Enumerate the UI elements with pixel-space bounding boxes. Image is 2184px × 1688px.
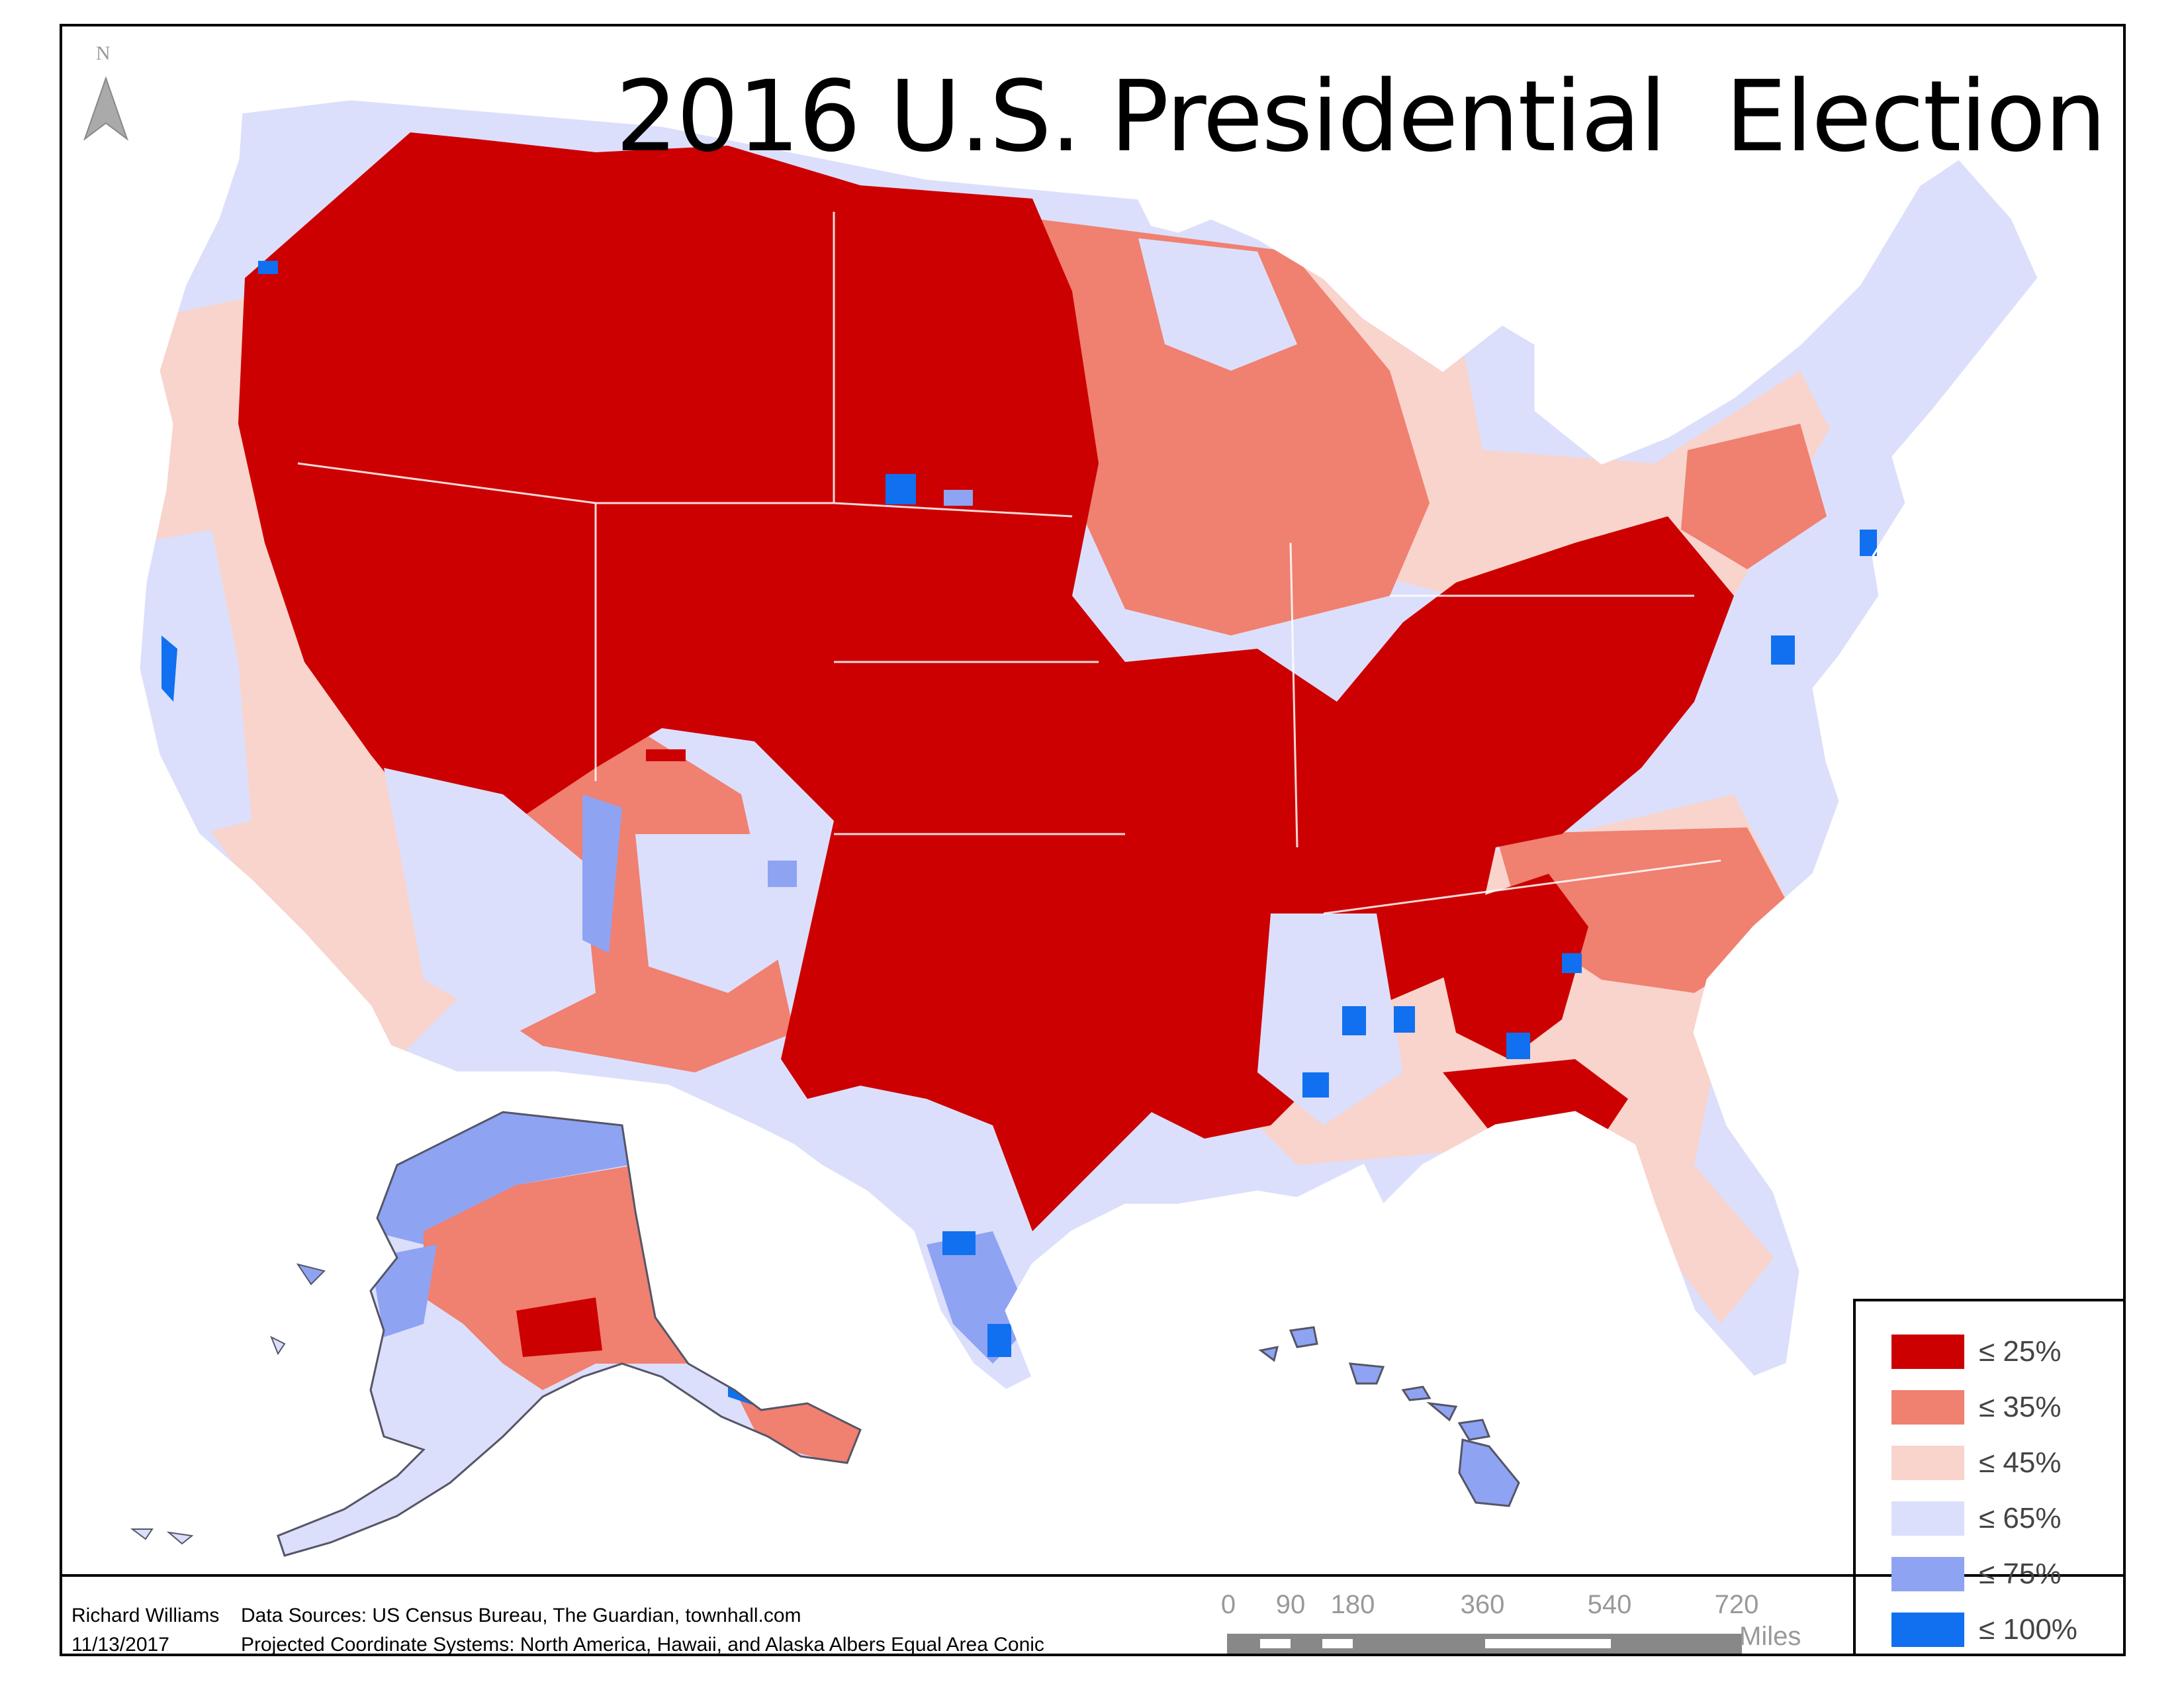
scale-unit: Miles — [1739, 1622, 1801, 1651]
county-blue — [768, 861, 797, 887]
blue-counties — [161, 261, 1877, 1357]
legend-label: ≤ 25% — [1979, 1335, 2062, 1368]
county-red — [646, 749, 686, 761]
scale-bar — [1227, 1634, 1742, 1654]
author-name: Richard Williams — [71, 1605, 220, 1626]
county-blue — [1506, 1033, 1530, 1059]
scale-tick: 540 — [1587, 1590, 1632, 1619]
region-salmon-midwest — [1032, 218, 1430, 635]
county-blue — [942, 1231, 976, 1255]
county-blue — [1771, 635, 1795, 665]
alaska — [130, 1111, 862, 1557]
contiguous-us — [138, 98, 2040, 1391]
legend-swatch — [1891, 1335, 1964, 1369]
legend-label: ≤ 35% — [1979, 1391, 2062, 1423]
legend-label: ≤ 100% — [1979, 1613, 2077, 1646]
scale-tick: 360 — [1460, 1590, 1505, 1619]
hawaii — [1258, 1326, 1520, 1507]
north-arrow-icon — [83, 75, 129, 141]
region-light-nm — [635, 834, 807, 993]
legend-swatch — [1891, 1557, 1964, 1591]
legend-label: ≤ 45% — [1979, 1446, 2062, 1479]
legend: ≤ 25% ≤ 35% ≤ 45% ≤ 65% ≤ 75% ≤ 100% — [1853, 1299, 2126, 1656]
scale-tick: 0 — [1220, 1590, 1236, 1619]
county-blue — [258, 261, 278, 274]
legend-swatch — [1891, 1613, 1964, 1647]
footer-divider — [60, 1574, 2126, 1577]
legend-label: ≤ 75% — [1979, 1558, 2062, 1590]
county-blue — [1342, 1006, 1366, 1035]
map-title: 2016 U.S. Presidential Election — [615, 60, 2107, 173]
region-red-southeast — [1430, 874, 1588, 1059]
scale-tick: 90 — [1275, 1590, 1306, 1619]
county-blue — [1302, 1072, 1329, 1098]
county-blue — [1562, 953, 1582, 973]
region-light-mississippi — [1257, 914, 1403, 1125]
county-blue — [1860, 530, 1877, 556]
north-letter: N — [96, 42, 111, 64]
legend-label: ≤ 65% — [1979, 1502, 2062, 1534]
county-blue — [987, 1324, 1011, 1357]
region-salmon-pa — [1681, 424, 1827, 569]
scale-tick: 180 — [1330, 1590, 1375, 1619]
region-pink-west — [146, 291, 463, 1059]
legend-swatch — [1891, 1390, 1964, 1425]
legend-swatch — [1891, 1446, 1964, 1480]
region-light-southwest — [384, 768, 596, 1033]
region-light-pacific — [139, 530, 251, 834]
county-blue — [1394, 1006, 1415, 1033]
region-light-minnesota — [1138, 238, 1297, 371]
scale-tick: 720 — [1714, 1590, 1759, 1619]
map-date: 11/13/2017 — [71, 1634, 169, 1656]
legend-swatch — [1891, 1501, 1964, 1536]
data-sources: Data Sources: US Census Bureau, The Guar… — [241, 1605, 801, 1626]
region-periwinkle-southwest — [582, 794, 622, 953]
county-blue — [161, 635, 177, 702]
county-blue — [886, 474, 916, 504]
projection-note: Projected Coordinate Systems: North Amer… — [241, 1634, 1044, 1656]
county-blue — [944, 490, 973, 506]
